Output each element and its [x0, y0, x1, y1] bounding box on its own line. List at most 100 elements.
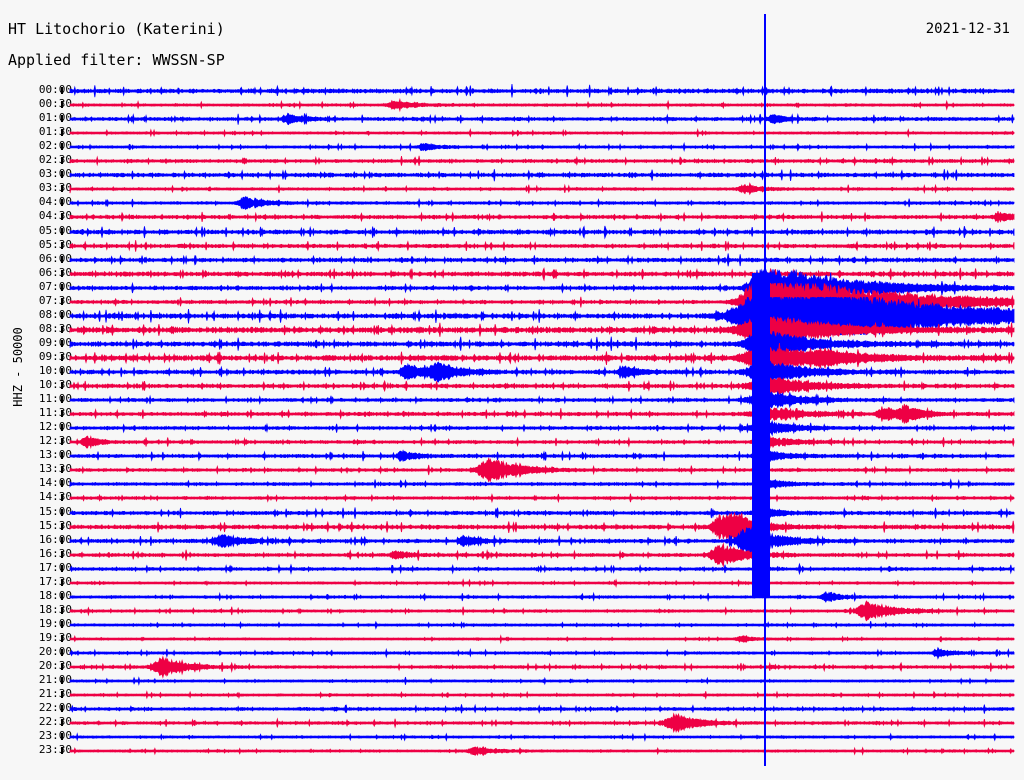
axis-tick — [61, 452, 63, 460]
time-label: 08:30 — [38, 321, 72, 335]
seismogram-row: 19:30 — [0, 632, 1024, 646]
axis-tick — [61, 649, 63, 656]
seismogram-row: 10:30 — [0, 374, 1024, 398]
axis-tick — [61, 283, 63, 291]
time-label: 10:30 — [38, 378, 72, 392]
axis-tick — [61, 311, 63, 319]
trace-line — [69, 522, 1015, 560]
axis-tick — [61, 143, 63, 151]
axis-tick — [61, 269, 63, 277]
trace-line — [69, 156, 1015, 194]
time-label: 19:00 — [38, 616, 72, 630]
axis-tick — [61, 227, 63, 235]
time-label: 16:00 — [38, 532, 72, 546]
axis-tick — [61, 129, 63, 137]
axis-tick — [61, 157, 63, 165]
trace-line — [69, 592, 1015, 630]
seismogram-row: 14:00 — [0, 476, 1024, 493]
axis-tick — [61, 550, 63, 558]
seismogram-row: 14:30 — [0, 491, 1024, 505]
trace-line — [69, 465, 1015, 503]
time-label: 23:30 — [38, 743, 72, 757]
axis-tick — [61, 592, 63, 600]
seismogram-row: 01:00 — [0, 112, 1024, 126]
trace-line — [69, 367, 1015, 405]
seismogram-row: 15:30 — [0, 511, 1024, 542]
seismogram-row: 16:00 — [0, 525, 1024, 556]
axis-tick — [61, 719, 63, 727]
trace-line — [69, 114, 1015, 152]
time-label: 15:30 — [38, 518, 72, 532]
time-label: 21:00 — [38, 673, 72, 687]
time-label: 07:00 — [38, 279, 72, 293]
time-label: 18:00 — [38, 588, 72, 602]
seismogram-row: 23:30 — [0, 744, 1024, 758]
seismogram-row: 20:30 — [0, 655, 1024, 679]
trace-line — [69, 550, 1015, 588]
axis-tick — [61, 213, 63, 221]
time-label: 09:00 — [38, 335, 72, 349]
seismogram-row: 15:00 — [0, 506, 1024, 521]
time-label: 06:30 — [38, 265, 72, 279]
axis-tick — [61, 382, 63, 390]
axis-tick — [61, 466, 63, 474]
axis-tick — [61, 663, 63, 671]
seismogram-row: 11:30 — [0, 404, 1024, 425]
axis-tick — [61, 564, 63, 572]
mainshock-saturated-block — [751, 272, 770, 596]
trace-line — [69, 718, 1015, 756]
seismogram-row: 17:00 — [0, 562, 1024, 576]
axis-tick — [61, 171, 63, 179]
seismogram-row: 22:00 — [0, 702, 1024, 716]
filter-label: Applied filter: WWSSN-SP — [8, 51, 225, 69]
axis-tick — [61, 634, 63, 642]
axis-tick — [61, 438, 63, 446]
time-label: 02:00 — [38, 139, 72, 153]
trace-line — [69, 142, 1015, 180]
time-label: 02:30 — [38, 153, 72, 167]
time-label: 17:30 — [38, 574, 72, 588]
time-label: 04:00 — [38, 195, 72, 209]
trace-line — [69, 395, 1015, 433]
axis-tick — [61, 255, 63, 263]
trace-line — [69, 437, 1015, 475]
time-label: 09:30 — [38, 349, 72, 363]
time-label: 23:00 — [38, 729, 72, 743]
seismogram-row: 22:30 — [0, 712, 1024, 734]
time-label: 16:30 — [38, 546, 72, 560]
trace-line — [69, 423, 1015, 461]
time-label: 10:00 — [38, 364, 72, 377]
time-label: 05:00 — [38, 223, 72, 237]
seismogram-row: 02:00 — [0, 140, 1024, 154]
time-label: 21:30 — [38, 687, 72, 701]
seismogram-row: 00:00 — [0, 83, 1024, 98]
trace-line — [69, 170, 1015, 208]
trace-line — [69, 227, 1015, 265]
trace-line — [69, 198, 1015, 236]
axis-tick — [61, 199, 63, 207]
trace-line — [69, 634, 1015, 672]
time-label: 22:30 — [38, 715, 72, 729]
seismogram-row: 02:30 — [0, 154, 1024, 168]
trace-line — [69, 732, 1015, 770]
seismogram-row: 01:30 — [0, 126, 1024, 140]
trace-line — [69, 241, 1015, 279]
trace-line — [69, 409, 1015, 447]
seismogram-row: 12:30 — [0, 434, 1024, 450]
axis-tick — [61, 494, 63, 502]
time-label: 12:30 — [38, 434, 72, 448]
seismogram-row: 04:30 — [0, 210, 1024, 224]
axis-tick — [61, 87, 63, 94]
trace-line — [69, 128, 1015, 166]
axis-tick — [61, 115, 63, 123]
seismogram-row: 18:00 — [0, 590, 1024, 604]
trace-line — [69, 100, 1015, 138]
axis-tick — [61, 747, 63, 755]
seismogram-row: 20:00 — [0, 646, 1024, 660]
axis-tick — [61, 606, 63, 614]
axis-tick — [61, 677, 63, 685]
trace-line — [69, 620, 1015, 658]
seismogram-row: 21:30 — [0, 688, 1024, 702]
time-label: 04:30 — [38, 209, 72, 223]
axis-tick — [61, 297, 63, 305]
